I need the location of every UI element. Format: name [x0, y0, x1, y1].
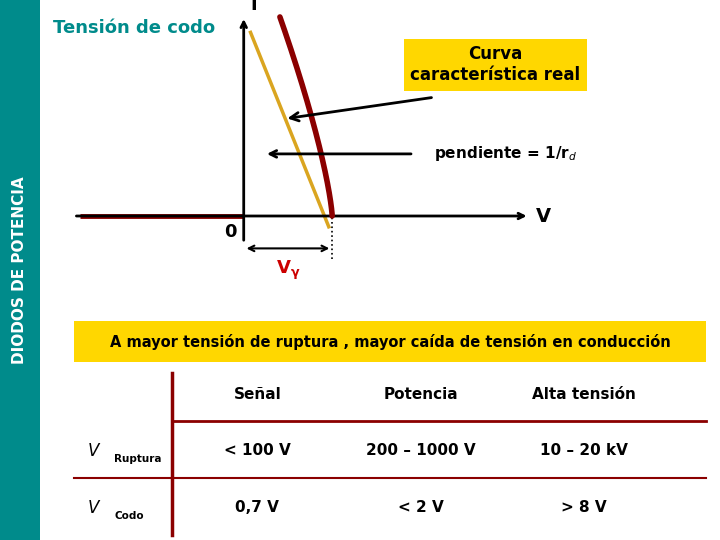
Text: Tensión de codo: Tensión de codo	[53, 19, 215, 37]
Text: Curva
característica real: Curva característica real	[410, 45, 580, 84]
Text: $\mathit{V}$: $\mathit{V}$	[87, 498, 102, 517]
Text: Potencia: Potencia	[383, 387, 458, 402]
Text: $\mathbf{V_\gamma}$: $\mathbf{V_\gamma}$	[276, 259, 300, 281]
FancyBboxPatch shape	[73, 321, 706, 362]
Text: i: i	[251, 0, 257, 14]
Text: DIODOS DE POTENCIA: DIODOS DE POTENCIA	[12, 176, 27, 364]
Text: A mayor tensión de ruptura , mayor caída de tensión en conducción: A mayor tensión de ruptura , mayor caída…	[109, 334, 670, 349]
Text: pendiente = 1/r$_d$: pendiente = 1/r$_d$	[434, 144, 577, 164]
Text: < 100 V: < 100 V	[224, 443, 291, 458]
Text: $\mathit{V}$: $\mathit{V}$	[87, 442, 102, 460]
Text: Ruptura: Ruptura	[114, 454, 162, 464]
Text: > 8 V: > 8 V	[561, 500, 607, 515]
Text: 10 – 20 kV: 10 – 20 kV	[540, 443, 628, 458]
Text: V: V	[536, 206, 552, 226]
Text: < 2 V: < 2 V	[397, 500, 444, 515]
Text: 0: 0	[224, 223, 236, 241]
Text: Señal: Señal	[233, 387, 282, 402]
Text: Codo: Codo	[114, 511, 144, 521]
Text: Alta tensión: Alta tensión	[532, 387, 636, 402]
Text: 0,7 V: 0,7 V	[235, 500, 279, 515]
Text: 200 – 1000 V: 200 – 1000 V	[366, 443, 475, 458]
